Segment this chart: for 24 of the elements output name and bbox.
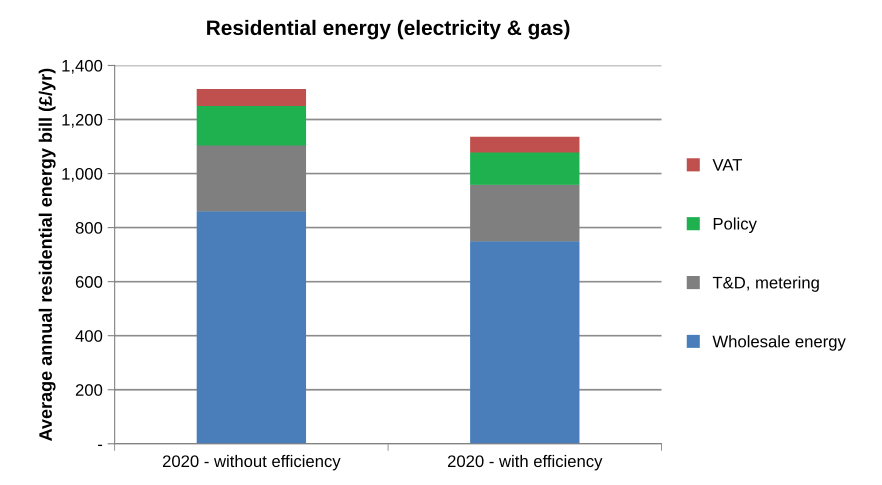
legend-label: VAT <box>712 159 742 171</box>
bar <box>196 211 306 444</box>
legend-label: T&D, metering <box>712 276 819 292</box>
bar <box>470 184 580 242</box>
x-tick-label: 2020 - without efficiency <box>162 454 341 470</box>
bar <box>196 88 306 106</box>
y-tick-label: 1,000 <box>62 168 102 182</box>
legend-label: Policy <box>714 217 757 233</box>
y-tick-label: - <box>98 444 102 446</box>
bar <box>470 136 580 152</box>
chart-title: Residential energy (electricity & gas) <box>207 20 570 40</box>
y-tick-label: 1,400 <box>62 60 102 74</box>
y-axis-title: Average annual residential energy bill (£/yr) <box>38 68 56 441</box>
y-tick-label: 1,200 <box>62 114 102 128</box>
y-tick-label: 800 <box>76 222 102 234</box>
y-tick-label: 400 <box>75 330 102 342</box>
bar <box>470 241 580 444</box>
bar <box>470 152 580 185</box>
legend-label: Wholesale energy <box>712 335 846 351</box>
bar <box>196 106 306 146</box>
y-tick-label: 200 <box>76 384 102 396</box>
bar <box>196 145 306 212</box>
x-tick-label: 2020 - with efficiency <box>448 454 602 470</box>
y-tick-label: 600 <box>76 276 102 288</box>
